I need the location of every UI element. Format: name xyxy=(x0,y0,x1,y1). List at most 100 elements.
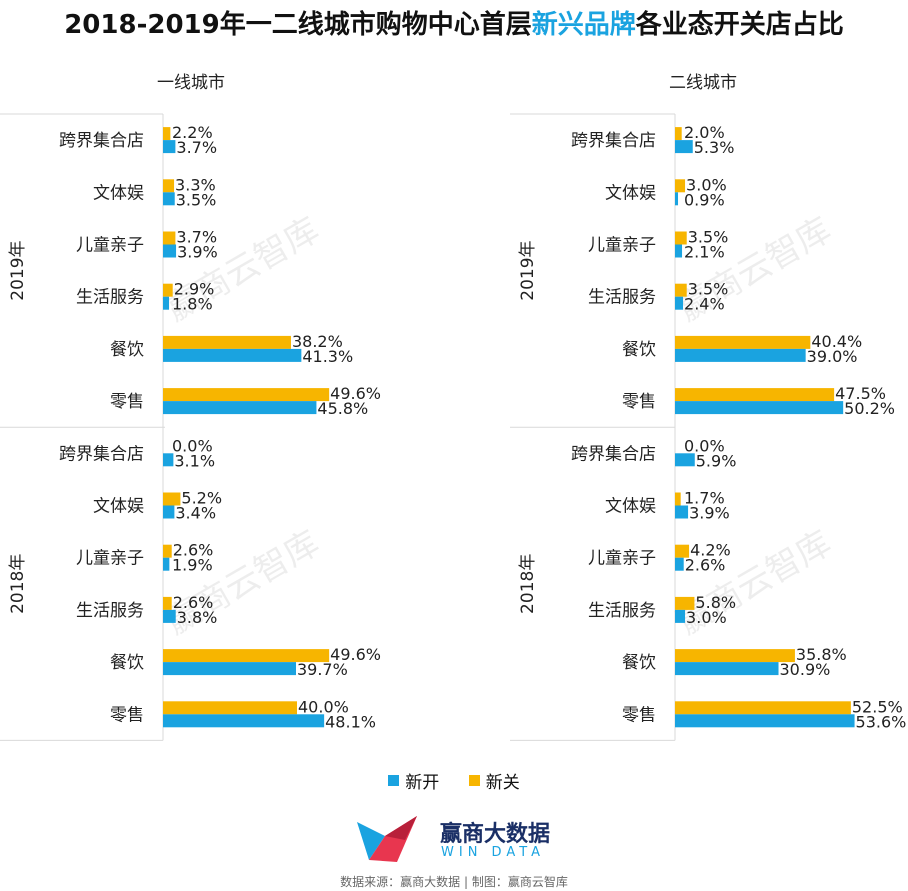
bar-open-2-1-6 xyxy=(675,401,844,415)
bar-open-2-1-4 xyxy=(675,296,684,310)
category-label-1-2-6: 零售 xyxy=(110,705,144,725)
category-label-2-1-5: 餐饮 xyxy=(622,340,656,360)
data-label-close-2-1-4: 3.5% xyxy=(688,280,729,299)
data-label-open-1-2-3: 1.9% xyxy=(172,556,213,575)
panel-title-2: 二线城市 xyxy=(669,73,737,93)
data-label-open-2-1-4: 2.4% xyxy=(684,295,725,314)
data-label-close-2-2-1: 0.0% xyxy=(684,436,725,455)
title-highlight: 新兴品牌 xyxy=(531,10,636,40)
data-label-open-1-2-5: 39.7% xyxy=(297,660,348,679)
data-label-close-2-1-1: 2.0% xyxy=(684,123,725,142)
bar-close-1-1-4 xyxy=(163,283,173,297)
data-label-close-1-2-1: 0.0% xyxy=(172,436,213,455)
category-label-1-1-4: 生活服务 xyxy=(76,288,144,308)
bar-open-1-1-5 xyxy=(163,348,302,362)
data-label-close-1-1-2: 3.3% xyxy=(175,175,216,194)
bar-close-1-2-6 xyxy=(163,701,297,715)
data-label-open-1-2-4: 3.8% xyxy=(177,608,218,627)
chart-title: 2018-2019年一二线城市购物中心首层新兴品牌各业态开关店占比 xyxy=(0,4,908,41)
bar-close-2-1-4 xyxy=(675,283,687,297)
bar-close-2-1-3 xyxy=(675,231,687,245)
bar-open-1-1-6 xyxy=(163,401,317,415)
category-label-2-1-1: 跨界集合店 xyxy=(571,131,656,151)
data-label-open-2-1-2: 0.9% xyxy=(684,190,725,209)
legend-swatch-close xyxy=(468,775,480,786)
bar-open-1-1-1 xyxy=(163,140,176,154)
source-note: 数据来源：赢商大数据 | 制图：赢商云智库 xyxy=(340,875,568,889)
data-label-open-2-1-1: 5.3% xyxy=(694,138,735,157)
panel-title-1: 一线城市 xyxy=(157,73,225,93)
data-label-open-2-2-5: 30.9% xyxy=(780,660,831,679)
bar-open-2-1-5 xyxy=(675,348,806,362)
bar-open-2-1-2 xyxy=(675,192,679,206)
bar-close-1-1-6 xyxy=(163,388,330,402)
bar-open-1-2-4 xyxy=(163,609,176,623)
category-label-1-1-5: 餐饮 xyxy=(110,340,144,360)
logo-icon xyxy=(357,816,417,862)
data-label-open-1-1-4: 1.8% xyxy=(172,295,213,314)
data-label-open-1-1-2: 3.5% xyxy=(176,190,217,209)
bar-close-2-2-6 xyxy=(675,701,851,715)
category-label-2-2-5: 餐饮 xyxy=(622,653,656,673)
category-label-1-2-5: 餐饮 xyxy=(110,653,144,673)
data-label-close-1-2-2: 5.2% xyxy=(181,489,222,508)
category-label-1-1-6: 零售 xyxy=(110,392,144,412)
data-label-open-1-1-6: 45.8% xyxy=(317,399,368,418)
group-label-1-1: 2019年 xyxy=(8,240,28,300)
group-label-2-2: 2018年 xyxy=(518,554,538,614)
bar-open-1-1-2 xyxy=(163,192,175,206)
category-label-2-2-4: 生活服务 xyxy=(588,601,656,621)
bar-close-2-2-3 xyxy=(675,544,690,558)
bar-open-1-1-3 xyxy=(163,244,177,258)
data-label-open-1-2-2: 3.4% xyxy=(175,504,216,523)
bar-open-2-2-1 xyxy=(675,453,695,467)
data-label-close-1-2-5: 49.6% xyxy=(330,645,381,664)
category-label-2-2-6: 零售 xyxy=(622,705,656,725)
title-after: 各业态开关店占比 xyxy=(635,10,844,40)
bar-close-2-1-1 xyxy=(675,127,682,141)
legend-swatch-open xyxy=(388,775,400,786)
bar-open-1-2-6 xyxy=(163,714,325,728)
category-label-2-1-2: 文体娱 xyxy=(605,183,656,203)
data-label-close-2-2-2: 1.7% xyxy=(684,489,725,508)
data-label-close-2-2-4: 5.8% xyxy=(695,593,736,612)
legend: 新开 新关 xyxy=(0,768,908,793)
data-label-close-2-1-3: 3.5% xyxy=(688,228,729,247)
category-label-1-1-2: 文体娱 xyxy=(93,183,144,203)
category-label-2-2-1: 跨界集合店 xyxy=(571,444,656,464)
bar-open-1-2-2 xyxy=(163,505,175,519)
data-label-open-2-2-2: 3.9% xyxy=(689,504,730,523)
bar-close-2-1-5 xyxy=(675,335,811,349)
bar-open-1-2-5 xyxy=(163,662,296,676)
category-label-1-1-1: 跨界集合店 xyxy=(59,131,144,151)
data-label-close-1-1-6: 49.6% xyxy=(330,384,381,403)
data-label-close-1-1-5: 38.2% xyxy=(292,332,343,351)
category-label-1-2-3: 儿童亲子 xyxy=(76,549,144,569)
bar-open-2-2-4 xyxy=(675,609,686,623)
bar-open-2-1-1 xyxy=(675,140,693,154)
legend-label-close: 新关 xyxy=(485,773,520,793)
legend-item-close: 新关 xyxy=(468,768,520,793)
bar-close-2-2-5 xyxy=(675,649,795,663)
data-label-close-2-1-5: 40.4% xyxy=(811,332,862,351)
bar-close-2-2-4 xyxy=(675,596,695,610)
logo-name: 赢商大数据 xyxy=(440,822,551,847)
data-label-open-1-1-5: 41.3% xyxy=(302,347,353,366)
data-label-open-2-2-4: 3.0% xyxy=(686,608,727,627)
category-label-1-1-3: 儿童亲子 xyxy=(76,236,144,256)
bar-open-1-2-3 xyxy=(163,557,170,571)
data-label-close-1-1-1: 2.2% xyxy=(172,123,213,142)
group-label-1-2: 2018年 xyxy=(8,554,28,614)
data-label-open-1-1-3: 3.9% xyxy=(177,243,218,262)
bar-close-1-2-5 xyxy=(163,649,330,663)
category-label-2-1-3: 儿童亲子 xyxy=(588,236,656,256)
bar-close-2-1-6 xyxy=(675,388,835,402)
data-label-close-1-1-4: 2.9% xyxy=(174,280,215,299)
bar-close-1-1-5 xyxy=(163,335,291,349)
bar-open-2-2-6 xyxy=(675,714,855,728)
bar-open-2-1-3 xyxy=(675,244,683,258)
data-label-close-1-2-4: 2.6% xyxy=(173,593,214,612)
bar-open-2-2-5 xyxy=(675,662,779,676)
legend-label-open: 新开 xyxy=(405,773,440,793)
data-label-close-1-2-6: 40.0% xyxy=(298,697,349,716)
